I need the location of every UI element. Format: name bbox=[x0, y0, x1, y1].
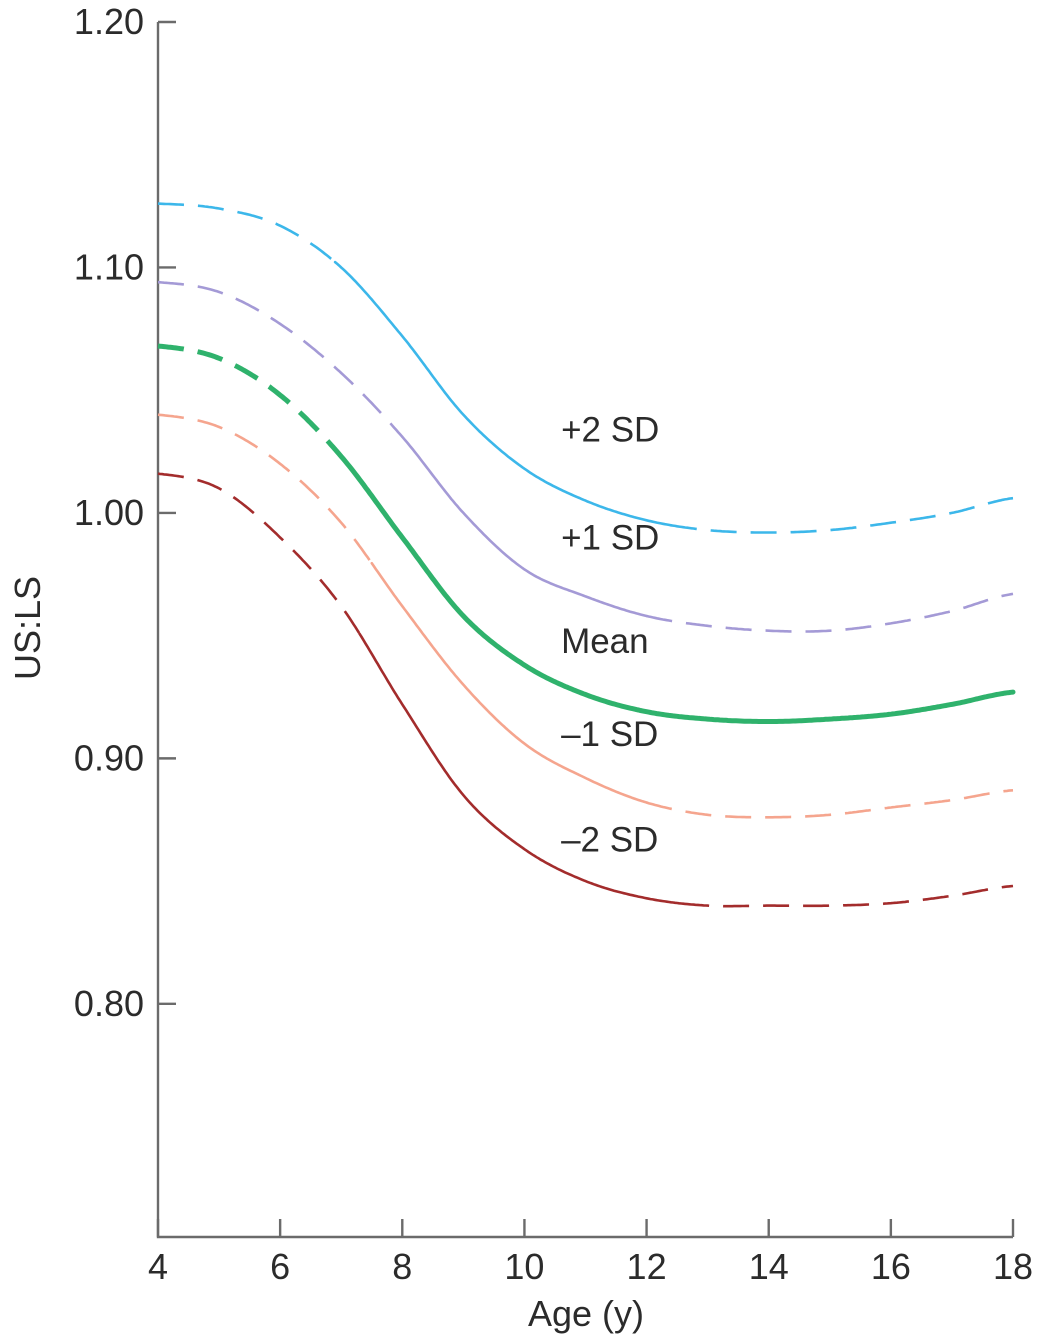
y-tick-label: 1.00 bbox=[74, 492, 144, 533]
x-tick-label: 8 bbox=[392, 1246, 412, 1287]
x-tick-label: 6 bbox=[270, 1246, 290, 1287]
series-line-solid bbox=[358, 632, 685, 905]
x-axis-title: Age (y) bbox=[528, 1293, 644, 1334]
series-line-dashed bbox=[646, 789, 1014, 819]
axes: 1.20 1.10 1.00 0.90 0.80 4 6 8 10 12 14 16 18 bbox=[74, 1, 1033, 1287]
x-tick-label: 18 bbox=[993, 1246, 1033, 1287]
series-label: –1 SD bbox=[561, 715, 658, 754]
y-axis-title: US:LS bbox=[7, 576, 48, 680]
series-line-dashed bbox=[683, 884, 1014, 908]
annotation-layer: +2 SD +1 SD Mean –1 SD –2 SD bbox=[561, 411, 659, 860]
series-line-solid bbox=[332, 446, 1016, 724]
series-line-solid bbox=[401, 435, 648, 618]
series-label: –2 SD bbox=[561, 821, 658, 860]
series-2-sd bbox=[157, 202, 1014, 534]
y-tick-label: 1.10 bbox=[74, 246, 144, 287]
series-line-dashed bbox=[157, 202, 336, 264]
y-tick-label: 0.80 bbox=[74, 983, 144, 1024]
series-line-dashed bbox=[157, 472, 361, 635]
x-tick-label: 4 bbox=[148, 1246, 168, 1287]
x-tick-label: 14 bbox=[749, 1246, 789, 1287]
series-line-dashed bbox=[157, 343, 337, 452]
series-line-dashed bbox=[646, 592, 1014, 633]
series-2-sd bbox=[157, 472, 1014, 908]
series-line-dashed bbox=[670, 496, 1014, 534]
series-1-sd bbox=[157, 280, 1014, 633]
series-label: Mean bbox=[561, 622, 649, 661]
series-line-solid bbox=[370, 561, 648, 804]
y-tick-label: 0.90 bbox=[74, 737, 144, 778]
x-tick-label: 10 bbox=[504, 1246, 544, 1287]
y-tick-label: 1.20 bbox=[74, 1, 144, 42]
series-line-solid bbox=[333, 260, 673, 527]
series-1-sd bbox=[157, 413, 1014, 819]
series-label: +1 SD bbox=[561, 519, 659, 558]
series-line-dashed bbox=[157, 413, 373, 564]
series-line-dashed bbox=[157, 280, 404, 438]
x-tick-label: 16 bbox=[871, 1246, 911, 1287]
series-layer bbox=[157, 202, 1016, 908]
series-label: +2 SD bbox=[561, 411, 659, 450]
x-tick-label: 12 bbox=[627, 1246, 667, 1287]
series-mean bbox=[157, 343, 1016, 724]
